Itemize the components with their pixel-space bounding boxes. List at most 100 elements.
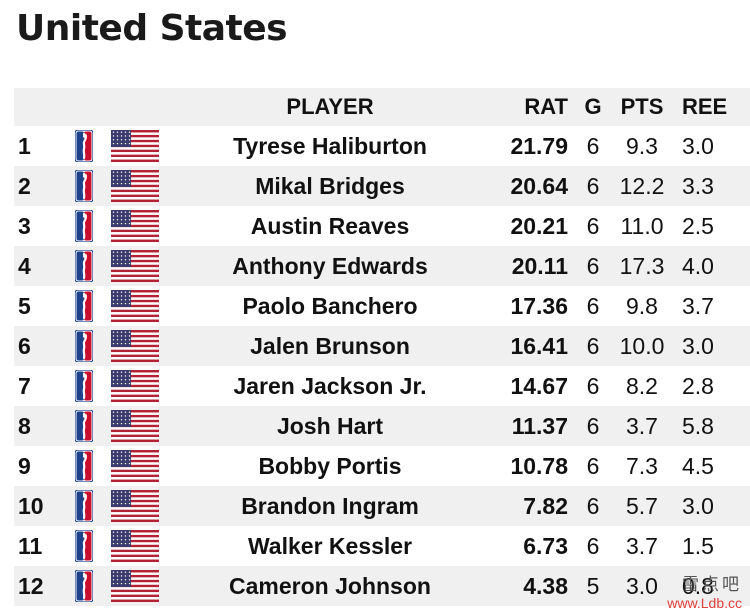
league-logo-icon <box>72 206 96 246</box>
points-cell: 12.2 <box>619 172 665 199</box>
us-flag-icon <box>111 486 159 526</box>
rank-cell: 11 <box>18 532 43 559</box>
rebounds-cell: 3.0 <box>682 332 714 359</box>
us-flag-icon <box>111 246 159 286</box>
page-title: United States <box>16 8 288 49</box>
column-header-rat[interactable]: RAT <box>524 94 568 119</box>
points-cell: 3.7 <box>626 532 658 559</box>
column-header-pts[interactable]: PTS <box>620 94 664 119</box>
rating-cell: 11.37 <box>511 412 568 439</box>
column-header-g[interactable]: G <box>584 94 602 119</box>
stats-table: PLAYER RAT G PTS REE 1 Tyrese Haliburton 2… <box>14 88 750 606</box>
rating-cell: 20.21 <box>510 212 568 239</box>
us-flag-icon <box>111 206 159 246</box>
table-row[interactable]: 1 Tyrese Haliburton 21.79 6 9.3 3.0 <box>14 126 750 166</box>
column-header-player[interactable]: PLAYER <box>286 94 374 119</box>
rebounds-cell: 3.7 <box>682 292 714 319</box>
points-cell: 3.0 <box>626 572 658 599</box>
rank-cell: 7 <box>18 372 31 399</box>
games-cell: 6 <box>586 292 600 319</box>
player-name[interactable]: Anthony Edwards <box>232 252 428 279</box>
rank-cell: 2 <box>18 172 31 199</box>
rating-cell: 17.36 <box>510 292 568 319</box>
table-row[interactable]: 8 Josh Hart 11.37 6 3.7 5.8 <box>14 406 750 446</box>
rating-cell: 14.67 <box>510 372 568 399</box>
player-name[interactable]: Walker Kessler <box>247 532 413 559</box>
rank-cell: 5 <box>18 292 31 319</box>
league-logo-icon <box>72 566 96 606</box>
player-name[interactable]: Brandon Ingram <box>241 492 419 519</box>
rating-cell: 10.78 <box>510 452 568 479</box>
table-row[interactable]: 10 Brandon Ingram 7.82 6 5.7 3.0 <box>14 486 750 526</box>
rank-cell: 6 <box>18 332 31 359</box>
us-flag-icon <box>111 286 159 326</box>
column-header-reb[interactable]: REE <box>682 94 728 119</box>
rebounds-cell: 3.3 <box>682 172 714 199</box>
table-row[interactable]: 7 Jaren Jackson Jr. 14.67 6 8.2 2.8 <box>14 366 750 406</box>
rebounds-cell: 4.5 <box>682 452 714 479</box>
rating-cell: 7.82 <box>523 492 568 519</box>
league-logo-icon <box>72 486 96 526</box>
games-cell: 5 <box>586 572 600 599</box>
games-cell: 6 <box>586 132 600 159</box>
games-cell: 6 <box>586 452 600 479</box>
rating-cell: 6.73 <box>523 532 568 559</box>
points-cell: 10.0 <box>619 332 665 359</box>
us-flag-icon <box>111 126 159 166</box>
table-row[interactable]: 3 Austin Reaves 20.21 6 11.0 2.5 <box>14 206 750 246</box>
us-flag-icon <box>111 566 159 606</box>
table-row[interactable]: 2 Mikal Bridges 20.64 6 12.2 3.3 <box>14 166 750 206</box>
us-flag-icon <box>111 526 159 566</box>
games-cell: 6 <box>586 532 600 559</box>
watermark-url: www.Ldb.cc <box>667 595 742 611</box>
player-name[interactable]: Josh Hart <box>276 412 384 439</box>
games-cell: 6 <box>586 412 600 439</box>
rating-cell: 20.64 <box>510 172 568 199</box>
rank-cell: 9 <box>18 452 31 479</box>
league-logo-icon <box>72 286 96 326</box>
player-name[interactable]: Bobby Portis <box>258 452 402 479</box>
games-cell: 6 <box>586 372 600 399</box>
rank-cell: 1 <box>18 132 31 159</box>
rating-cell: 4.38 <box>523 572 568 599</box>
player-name[interactable]: Cameron Johnson <box>229 572 431 599</box>
rank-cell: 10 <box>18 492 44 519</box>
us-flag-icon <box>111 166 159 206</box>
player-name[interactable]: Jaren Jackson Jr. <box>233 372 427 399</box>
rank-cell: 3 <box>18 212 31 239</box>
player-name[interactable]: Paolo Banchero <box>242 292 418 319</box>
games-cell: 6 <box>586 172 600 199</box>
rank-cell: 12 <box>18 572 44 599</box>
table-row[interactable]: 12 Cameron Johnson 4.38 5 3.0 0.8 <box>14 566 750 606</box>
table-row[interactable]: 11 Walker Kessler 6.73 6 3.7 1.5 <box>14 526 750 566</box>
league-logo-icon <box>72 446 96 486</box>
league-logo-icon <box>72 326 96 366</box>
games-cell: 6 <box>586 492 600 519</box>
us-flag-icon <box>111 446 159 486</box>
player-name[interactable]: Tyrese Haliburton <box>233 132 427 159</box>
points-cell: 7.3 <box>626 452 658 479</box>
points-cell: 9.8 <box>626 292 658 319</box>
player-name[interactable]: Jalen Brunson <box>250 332 410 359</box>
table-row[interactable]: 6 Jalen Brunson 16.41 6 10.0 3.0 <box>14 326 750 366</box>
points-cell: 3.7 <box>626 412 658 439</box>
table-row[interactable]: 5 Paolo Banchero 17.36 6 9.8 3.7 <box>14 286 750 326</box>
rating-cell: 20.11 <box>511 252 568 279</box>
league-logo-icon <box>72 166 96 206</box>
rebounds-cell: 4.0 <box>682 252 714 279</box>
player-name[interactable]: Austin Reaves <box>250 212 410 239</box>
points-cell: 9.3 <box>626 132 658 159</box>
watermark: 雷点吧 www.Ldb.cc <box>667 575 742 611</box>
league-logo-icon <box>72 246 96 286</box>
games-cell: 6 <box>586 252 600 279</box>
table-row[interactable]: 9 Bobby Portis 10.78 6 7.3 4.5 <box>14 446 750 486</box>
rebounds-cell: 3.0 <box>682 492 714 519</box>
league-logo-icon <box>72 526 96 566</box>
watermark-text: 雷点吧 <box>682 575 742 595</box>
rebounds-cell: 0.8 <box>682 572 714 599</box>
table-body: 1 Tyrese Haliburton 21.79 6 9.3 3.0 2 Mikal Bri… <box>14 126 750 606</box>
points-cell: 17.3 <box>619 252 665 279</box>
player-name[interactable]: Mikal Bridges <box>255 172 405 199</box>
us-flag-icon <box>111 366 159 406</box>
table-row[interactable]: 4 Anthony Edwards 20.11 6 17.3 4.0 <box>14 246 750 286</box>
